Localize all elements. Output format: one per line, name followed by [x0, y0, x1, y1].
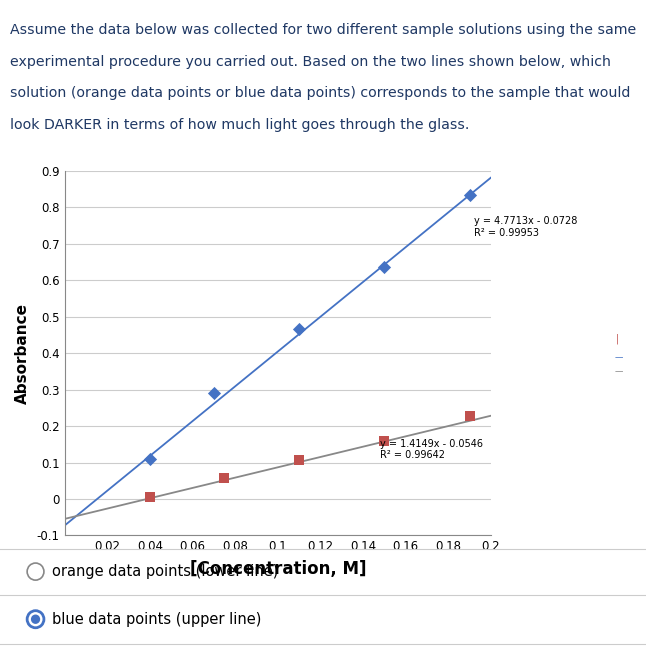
Point	[294, 455, 304, 465]
Text: orange data points (lower line): orange data points (lower line)	[52, 564, 278, 579]
Point	[145, 492, 155, 503]
Point	[145, 453, 155, 464]
Text: experimental procedure you carried out. Based on the two lines shown below, whic: experimental procedure you carried out. …	[10, 55, 610, 68]
Point	[209, 388, 219, 399]
Point	[379, 436, 390, 447]
Text: y = 1.4149x - 0.0546
R² = 0.99642: y = 1.4149x - 0.0546 R² = 0.99642	[380, 439, 483, 461]
Point	[219, 472, 230, 483]
Text: —: —	[615, 353, 623, 363]
Point	[464, 189, 475, 200]
Text: Assume the data below was collected for two different sample solutions using the: Assume the data below was collected for …	[10, 23, 636, 37]
X-axis label: [Concentration, M]: [Concentration, M]	[189, 560, 366, 578]
Point	[464, 411, 475, 421]
Text: solution (orange data points or blue data points) corresponds to the sample that: solution (orange data points or blue dat…	[10, 86, 630, 100]
Text: blue data points (upper line): blue data points (upper line)	[52, 612, 261, 627]
Point	[294, 323, 304, 334]
Y-axis label: Absorbance: Absorbance	[15, 303, 30, 403]
Point	[379, 262, 390, 273]
Text: —: —	[615, 367, 623, 376]
Text: |: |	[615, 333, 619, 344]
Text: y = 4.7713x - 0.0728
R² = 0.99953: y = 4.7713x - 0.0728 R² = 0.99953	[474, 216, 578, 238]
Text: look DARKER in terms of how much light goes through the glass.: look DARKER in terms of how much light g…	[10, 118, 469, 131]
